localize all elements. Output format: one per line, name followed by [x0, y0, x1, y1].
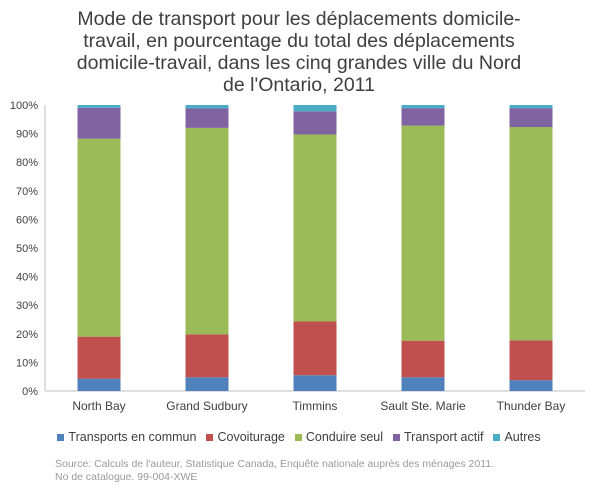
chart-title-line: travail, en pourcentage du total des dép… [83, 30, 515, 52]
y-tick-label: 10% [16, 357, 38, 369]
legend-item: Conduire seul [294, 430, 384, 444]
chart-title-line: de l'Ontario, 2011 [223, 74, 375, 96]
legend-swatch [206, 433, 214, 441]
bar-segment [77, 336, 121, 379]
bar-segment [401, 377, 445, 391]
y-tick-label: 100% [10, 100, 38, 112]
y-tick-label: 80% [16, 157, 38, 169]
legend-label: Autres [504, 430, 541, 444]
bar-segment [77, 105, 121, 108]
bar-segment [185, 377, 229, 391]
bar-segment [293, 375, 337, 391]
x-tick-label: Timmins [293, 399, 338, 413]
bar-segment [185, 108, 229, 128]
legend-label: Covoiturage [217, 430, 285, 444]
x-tick-label: North Bay [72, 399, 125, 413]
legend-label: Transports en commun [68, 430, 197, 444]
y-tick-label: 30% [16, 300, 38, 312]
y-tick-label: 70% [16, 186, 38, 198]
bar-segment [77, 138, 121, 337]
source-line: Source: Calculs de l'auteur, Statistique… [55, 458, 495, 470]
chart-title-line: domicile-travail, dans les cinq grandes … [76, 52, 522, 74]
bar-segment [401, 125, 445, 341]
legend-label: Conduire seul [305, 430, 384, 444]
y-tick-label: 90% [16, 129, 38, 141]
x-tick-label: Sault Ste. Marie [380, 399, 466, 413]
bar-segment [401, 105, 445, 109]
legend-label: Transport actif [404, 430, 484, 444]
bar-segment [185, 334, 229, 378]
y-tick-label: 0% [22, 386, 38, 398]
bar-segment [293, 111, 337, 135]
y-tick-label: 50% [16, 243, 38, 255]
bar-segment [293, 105, 337, 112]
chart-legend: Transports en commun Covoiturage Conduire … [0, 430, 598, 444]
y-tick-label: 60% [16, 214, 38, 226]
y-tick-label: 20% [16, 329, 38, 341]
bar-segment [185, 105, 229, 109]
x-tick-label: Grand Sudbury [166, 399, 247, 413]
legend-swatch [493, 433, 501, 441]
bar-segment [77, 378, 121, 391]
legend-swatch [294, 433, 302, 441]
bar-segment [509, 380, 553, 391]
bar-segment [185, 127, 229, 335]
legend-item: Covoiturage [206, 430, 285, 444]
legend-item: Transport actif [393, 430, 483, 444]
bar-segment [509, 340, 553, 381]
legend-swatch [393, 433, 401, 441]
chart-title: Mode de transport pour les déplacements … [0, 8, 598, 96]
bar-segment [509, 105, 553, 109]
bar-segment [293, 134, 337, 322]
bar-segment [509, 127, 553, 341]
x-tick-label: Thunder Bay [497, 399, 566, 413]
bar-segment [77, 107, 121, 139]
chart-title-line: Mode de transport pour les déplacements … [77, 8, 521, 30]
legend-swatch [57, 433, 65, 441]
bar-segment [293, 321, 337, 376]
source-line: No de catalogue. 99-004-XWE [55, 471, 198, 483]
source-note: Source: Calculs de l'auteur, Statistique… [55, 458, 585, 484]
bar-segment [401, 108, 445, 126]
bar-segment [401, 340, 445, 378]
legend-item: Autres [493, 430, 541, 444]
y-tick-label: 40% [16, 272, 38, 284]
legend-item: Transports en commun [57, 430, 196, 444]
bar-segment [509, 108, 553, 128]
